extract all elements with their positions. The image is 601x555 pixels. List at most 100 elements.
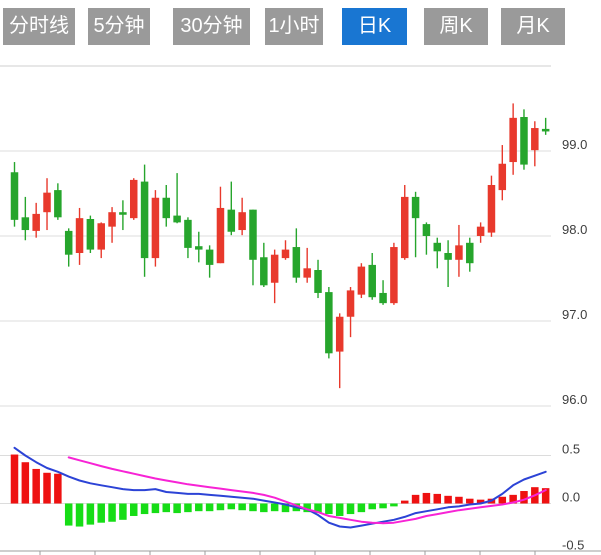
candle-33: [357, 263, 366, 299]
macd-bar-22: [238, 503, 246, 511]
macd-bar-17: [184, 503, 192, 513]
macd-bar-25: [270, 503, 279, 512]
candle-body: [129, 179, 138, 219]
candle-18: [195, 231, 203, 263]
macd-bar-14: [151, 503, 160, 514]
dif-line: [13, 446, 547, 529]
macd-bar-36: [390, 503, 398, 507]
candle-14: [151, 190, 160, 267]
candle-body: [281, 249, 290, 259]
tab-1hour[interactable]: 1小时: [265, 8, 323, 45]
candle-body: [379, 292, 387, 304]
macd-axis-label: 0.0: [562, 490, 580, 505]
macd-bar-44: [476, 499, 485, 504]
macd-bar-30: [325, 503, 333, 515]
candle-9: [97, 222, 105, 259]
candle-48: [520, 109, 528, 170]
candle-2: [21, 196, 30, 241]
candle-30: [325, 287, 333, 359]
macd-bar-37: [400, 500, 409, 504]
candle-17: [184, 217, 192, 259]
candle-body: [260, 257, 268, 286]
macd-bar-21: [227, 503, 236, 510]
candle-body: [227, 209, 236, 232]
macd-bar-1: [10, 454, 19, 504]
macd-bar-16: [173, 503, 181, 514]
candle-body: [292, 247, 301, 278]
candle-body: [335, 316, 344, 352]
candle-body: [205, 249, 214, 265]
candle-body: [140, 181, 149, 259]
candle-44: [476, 222, 485, 243]
tab-monthly-k[interactable]: 月K: [501, 8, 565, 45]
candle-body: [346, 290, 355, 317]
candle-body: [390, 247, 398, 304]
x-axis-ticks: [39, 551, 536, 555]
candle-body: [162, 197, 171, 219]
candle-50: [541, 117, 550, 135]
price-axis-label: 99.0: [562, 137, 587, 152]
macd-bar-4: [43, 472, 51, 504]
macd-bar-23: [249, 503, 257, 512]
candle-3: [32, 202, 40, 238]
candle-body: [21, 217, 30, 231]
candle-body: [411, 196, 420, 219]
candle-31: [335, 313, 344, 389]
candle-28: [303, 247, 311, 283]
candle-40: [433, 237, 442, 269]
candle-24: [260, 242, 268, 287]
macd-bar-33: [357, 503, 366, 513]
candle-13: [140, 164, 149, 277]
macd-bar-2: [21, 462, 30, 504]
macd-bar-7: [75, 503, 84, 527]
candle-body: [270, 254, 279, 283]
candle-10: [108, 207, 116, 243]
macd-bar-12: [129, 503, 138, 516]
macd-bar-34: [368, 503, 376, 510]
candle-11: [119, 200, 127, 231]
tab-daily-k[interactable]: 日K: [342, 8, 407, 45]
candle-body: [357, 266, 366, 295]
macd-bar-18: [195, 503, 203, 512]
candle-body: [531, 128, 539, 151]
candle-body: [509, 117, 517, 163]
candle-35: [379, 280, 387, 305]
candle-19: [205, 245, 214, 278]
candle-body: [10, 172, 19, 220]
price-axis-labels: 99.0 98.0 97.0 96.0: [562, 137, 587, 407]
macd-histogram: [10, 454, 550, 527]
candle-1: [10, 162, 19, 227]
candle-6: [64, 228, 73, 267]
macd-bar-47: [509, 494, 517, 504]
candle-22: [238, 197, 246, 236]
candle-8: [86, 215, 95, 253]
candle-38: [411, 191, 420, 258]
macd-panel: 0.5 0.0 -0.5: [0, 442, 601, 555]
macd-bar-40: [433, 493, 442, 504]
price-axis-label: 96.0: [562, 392, 587, 407]
candle-body: [541, 128, 550, 132]
candle-body: [444, 253, 452, 260]
candle-body: [238, 212, 246, 231]
candle-42: [455, 224, 463, 277]
tab-30min[interactable]: 30分钟: [173, 8, 250, 45]
candle-body: [520, 117, 528, 165]
candle-20: [216, 186, 225, 264]
candle-body: [325, 292, 333, 354]
tab-5min[interactable]: 5分钟: [88, 8, 150, 45]
macd-bar-6: [64, 503, 73, 526]
tab-time-line[interactable]: 分时线: [3, 8, 75, 45]
candle-body: [455, 245, 463, 260]
candle-25: [270, 249, 279, 304]
macd-bar-26: [281, 503, 290, 513]
candle-41: [444, 240, 452, 287]
candles: [10, 103, 550, 389]
macd-bar-15: [162, 503, 171, 513]
candle-34: [368, 253, 376, 300]
candle-body: [216, 207, 225, 264]
macd-bar-50: [541, 488, 550, 504]
candle-32: [346, 287, 355, 338]
tab-weekly-k[interactable]: 周K: [424, 8, 488, 45]
